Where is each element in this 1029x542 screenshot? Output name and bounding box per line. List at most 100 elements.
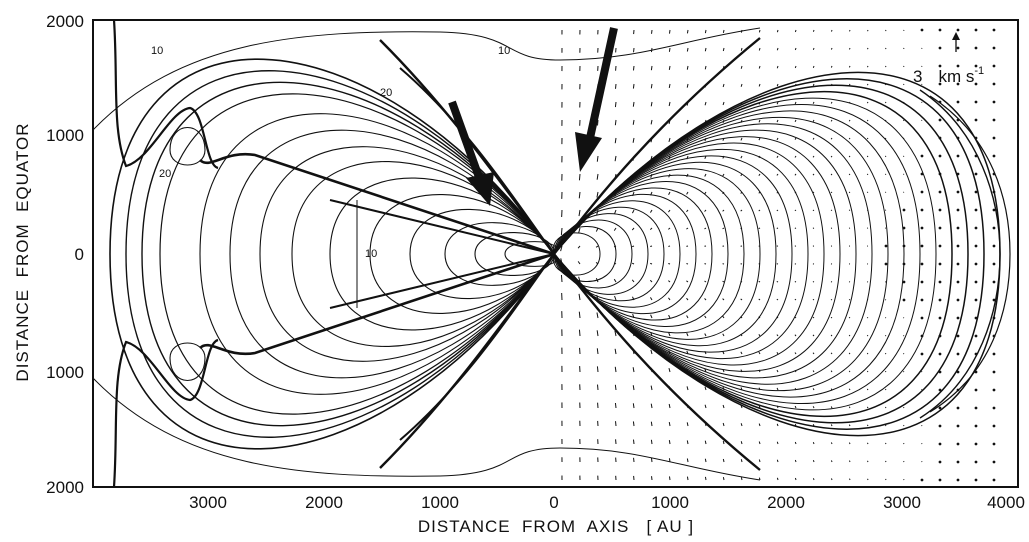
velocity-vector xyxy=(740,65,743,69)
velocity-vector xyxy=(740,280,743,283)
contour-line xyxy=(553,193,697,315)
velocity-vector xyxy=(686,404,689,409)
velocity-vector xyxy=(956,82,960,86)
velocity-vector xyxy=(704,350,707,355)
velocity-vector xyxy=(686,280,689,283)
velocity-vector xyxy=(884,352,887,355)
velocity-vector xyxy=(668,47,671,52)
velocity-vector xyxy=(866,119,869,122)
contour-line xyxy=(553,104,921,404)
velocity-vector xyxy=(632,313,635,319)
velocity-vector xyxy=(974,442,978,446)
y-tick-label: 2000 xyxy=(46,478,84,497)
velocity-vector xyxy=(704,137,707,142)
outflow-boundary xyxy=(199,252,555,356)
velocity-vector xyxy=(668,350,671,355)
velocity-vector xyxy=(668,65,671,70)
velocity-vector xyxy=(686,155,689,160)
contour-line xyxy=(553,168,761,340)
velocity-vector xyxy=(650,403,653,409)
velocity-vector xyxy=(758,459,761,463)
velocity-vector xyxy=(704,298,707,301)
velocity-vector xyxy=(722,404,725,409)
scale-unit: km s xyxy=(938,67,974,86)
contour-line xyxy=(553,116,889,392)
velocity-vector xyxy=(903,370,905,373)
velocity-vector xyxy=(650,262,653,265)
velocity-vector xyxy=(740,316,743,319)
velocity-vector xyxy=(830,316,833,319)
velocity-vector xyxy=(992,244,996,248)
velocity-vector xyxy=(650,155,653,161)
contour-line xyxy=(93,27,761,131)
velocity-vector xyxy=(740,298,743,301)
velocity-vector xyxy=(758,227,761,230)
velocity-vector xyxy=(848,101,851,104)
velocity-vector xyxy=(812,424,815,427)
velocity-vector xyxy=(722,477,725,481)
velocity-vector xyxy=(992,298,996,302)
velocity-vector xyxy=(740,227,743,230)
velocity-vector xyxy=(560,258,563,265)
velocity-vector xyxy=(614,384,617,391)
contour-line xyxy=(369,194,555,314)
velocity-vector xyxy=(632,296,635,301)
velocity-vector xyxy=(758,441,761,445)
outflow-boundary xyxy=(199,152,555,256)
velocity-vector xyxy=(613,245,617,248)
contour-line xyxy=(553,206,665,302)
y-tick-label: 2000 xyxy=(46,12,84,31)
velocity-vector xyxy=(686,47,689,52)
velocity-vector xyxy=(722,333,725,337)
velocity-vector xyxy=(686,119,689,124)
velocity-vector xyxy=(812,209,815,212)
velocity-vector xyxy=(632,331,635,337)
velocity-vector xyxy=(650,457,653,463)
velocity-vector xyxy=(722,440,725,445)
velocity-vector xyxy=(578,173,581,181)
outflow-boundary xyxy=(112,20,219,170)
contour-line xyxy=(199,113,555,395)
velocity-vector xyxy=(686,422,689,427)
contour-line xyxy=(169,342,206,382)
velocity-vector xyxy=(938,352,942,356)
velocity-vector xyxy=(722,29,725,34)
velocity-vector xyxy=(776,47,779,51)
outflow-boundary xyxy=(112,338,219,487)
velocity-vector xyxy=(830,460,833,463)
velocity-vector xyxy=(920,244,924,248)
velocity-vector xyxy=(613,278,617,283)
velocity-vector xyxy=(758,334,761,337)
contour-line xyxy=(553,161,777,347)
contour-line xyxy=(444,222,555,286)
velocity-vector xyxy=(668,314,671,319)
velocity-vector xyxy=(992,172,996,176)
velocity-vector xyxy=(956,208,960,212)
velocity-vector xyxy=(794,65,797,69)
velocity-vector xyxy=(956,460,960,464)
velocity-vector xyxy=(776,191,779,194)
x-tick-label: 1000 xyxy=(651,493,689,512)
velocity-vector xyxy=(794,405,797,409)
velocity-vector xyxy=(650,245,653,248)
velocity-vector xyxy=(776,298,779,301)
velocity-vector xyxy=(938,370,942,374)
velocity-vector xyxy=(595,227,599,232)
velocity-vector xyxy=(812,478,815,481)
velocity-vector xyxy=(921,137,923,139)
velocity-vector xyxy=(794,352,797,355)
velocity-vector xyxy=(758,387,761,391)
x-tick-label: 4000 xyxy=(987,493,1025,512)
velocity-vector xyxy=(794,387,797,391)
velocity-vector xyxy=(794,459,797,463)
contour-line xyxy=(553,90,953,418)
contour-line xyxy=(553,181,729,327)
velocity-vector xyxy=(668,227,671,230)
velocity-vector xyxy=(974,370,978,374)
velocity-vector xyxy=(903,119,905,122)
velocity-vector xyxy=(974,298,978,302)
velocity-vector xyxy=(884,370,887,373)
velocity-vector xyxy=(632,101,635,107)
streamline xyxy=(399,253,555,441)
velocity-vector xyxy=(776,316,779,319)
